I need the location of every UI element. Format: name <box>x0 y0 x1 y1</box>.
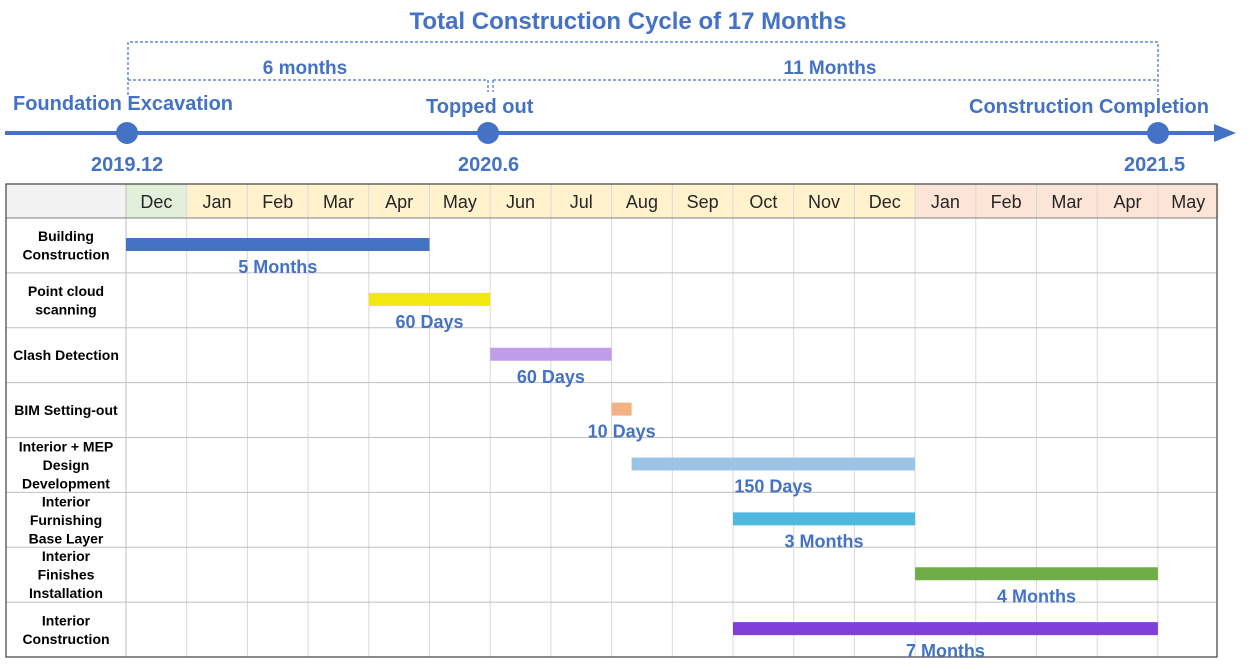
header-corner-cell <box>6 184 126 218</box>
month-header-cell <box>975 184 1037 218</box>
task-bar <box>368 292 491 306</box>
month-label: Mar <box>1051 192 1082 212</box>
task-bar <box>126 238 430 251</box>
milestone-name-foundation: Foundation Excavation <box>13 93 234 115</box>
month-label: May <box>443 192 477 212</box>
task-bar <box>733 512 916 526</box>
task-name-label: Interior <box>42 612 91 628</box>
task-name-label: Installation <box>29 585 103 601</box>
month-label: Apr <box>385 192 413 212</box>
task-name-label: BIM Setting-out <box>14 402 118 418</box>
month-label: Mar <box>323 192 354 212</box>
task-name-label: Interior <box>42 548 91 564</box>
task-name-label: Finishes <box>38 567 95 583</box>
milestone-date-foundation: 2019.12 <box>91 154 164 176</box>
task-duration-label: 150 Days <box>734 477 812 497</box>
task-duration-label: 10 Days <box>588 422 656 442</box>
task-name-label: Furnishing <box>30 512 102 528</box>
milestone-date-topped-out: 2020.6 <box>458 154 520 176</box>
month-label: May <box>1171 192 1205 212</box>
month-header-cell <box>672 184 733 218</box>
milestone-name-completion: Construction Completion <box>969 96 1209 118</box>
month-header-cell <box>1097 184 1158 218</box>
task-name-label: Construction <box>22 247 109 263</box>
timeline-arrowhead <box>1214 124 1236 142</box>
month-header-cell <box>611 184 673 218</box>
task-duration-label: 3 Months <box>785 531 864 551</box>
task-name-label: Interior + MEP <box>19 438 114 454</box>
task-duration-label: 60 Days <box>517 367 585 387</box>
span-label-6-months: 6 months <box>262 58 348 79</box>
span-bracket-total <box>127 41 1159 95</box>
task-duration-label: 5 Months <box>238 257 317 277</box>
month-label: Jan <box>931 192 960 212</box>
month-header-cell <box>368 184 430 218</box>
task-name-label: Base Layer <box>29 530 104 546</box>
month-label: Nov <box>808 192 840 212</box>
month-label: Jun <box>506 192 535 212</box>
month-label: Dec <box>140 192 172 212</box>
month-header-cell <box>915 184 976 218</box>
task-duration-label: 60 Days <box>395 312 463 332</box>
month-header-cell <box>733 184 794 218</box>
span-label-11-months: 11 Months <box>783 58 877 79</box>
month-header-cell <box>854 184 916 218</box>
task-bar <box>490 347 612 361</box>
task-bar <box>631 457 916 471</box>
task-bar <box>611 402 632 416</box>
month-label: Dec <box>869 192 901 212</box>
month-header-cell <box>247 184 309 218</box>
task-name-label: Development <box>22 475 110 491</box>
month-header-cell <box>186 184 248 218</box>
month-header-cell <box>793 184 855 218</box>
month-label: Jan <box>203 192 232 212</box>
task-name-label: Clash Detection <box>13 347 119 363</box>
milestone-dot-completion <box>1147 122 1169 144</box>
month-label: Aug <box>626 192 658 212</box>
month-label: Jul <box>570 192 593 212</box>
task-bar <box>915 567 1158 581</box>
table-border <box>5 183 1218 658</box>
chart-title: Total Construction Cycle of 17 Months <box>409 8 847 35</box>
month-label: Feb <box>262 192 293 212</box>
milestone-name-topped-out: Topped out <box>426 96 534 118</box>
milestone-dot-topped-out <box>477 122 499 144</box>
task-name-label: Design <box>43 457 90 473</box>
month-header-cell <box>1036 184 1098 218</box>
task-name-label: Interior <box>42 493 91 509</box>
month-label: Oct <box>749 192 777 212</box>
task-name-label: Point cloud <box>28 283 104 299</box>
month-header-cell <box>308 184 369 218</box>
task-bar <box>733 622 1158 636</box>
milestone-date-completion: 2021.5 <box>1124 154 1186 176</box>
task-name-label: Building <box>38 228 94 244</box>
month-label: Sep <box>687 192 719 212</box>
task-duration-label: 4 Months <box>997 586 1076 606</box>
task-name-label: Construction <box>22 631 109 647</box>
month-header-cell <box>429 184 491 218</box>
milestone-dot-foundation <box>116 122 138 144</box>
month-label: Feb <box>991 192 1022 212</box>
month-header-cell <box>550 184 612 218</box>
month-label: Apr <box>1114 192 1142 212</box>
month-header-cell <box>126 184 187 218</box>
month-header-cell <box>1157 184 1219 218</box>
task-duration-label: 7 Months <box>906 641 985 661</box>
month-header-cell <box>490 184 551 218</box>
task-name-label: scanning <box>35 302 96 318</box>
